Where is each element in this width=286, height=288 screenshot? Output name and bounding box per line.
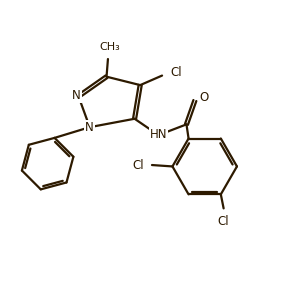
Text: CH₃: CH₃ <box>99 42 120 52</box>
Text: N: N <box>72 89 81 102</box>
Text: O: O <box>199 91 208 104</box>
Text: Cl: Cl <box>170 66 182 79</box>
Text: Cl: Cl <box>218 215 229 228</box>
Text: HN: HN <box>150 128 167 141</box>
Text: N: N <box>85 121 94 134</box>
Text: Cl: Cl <box>132 158 144 172</box>
